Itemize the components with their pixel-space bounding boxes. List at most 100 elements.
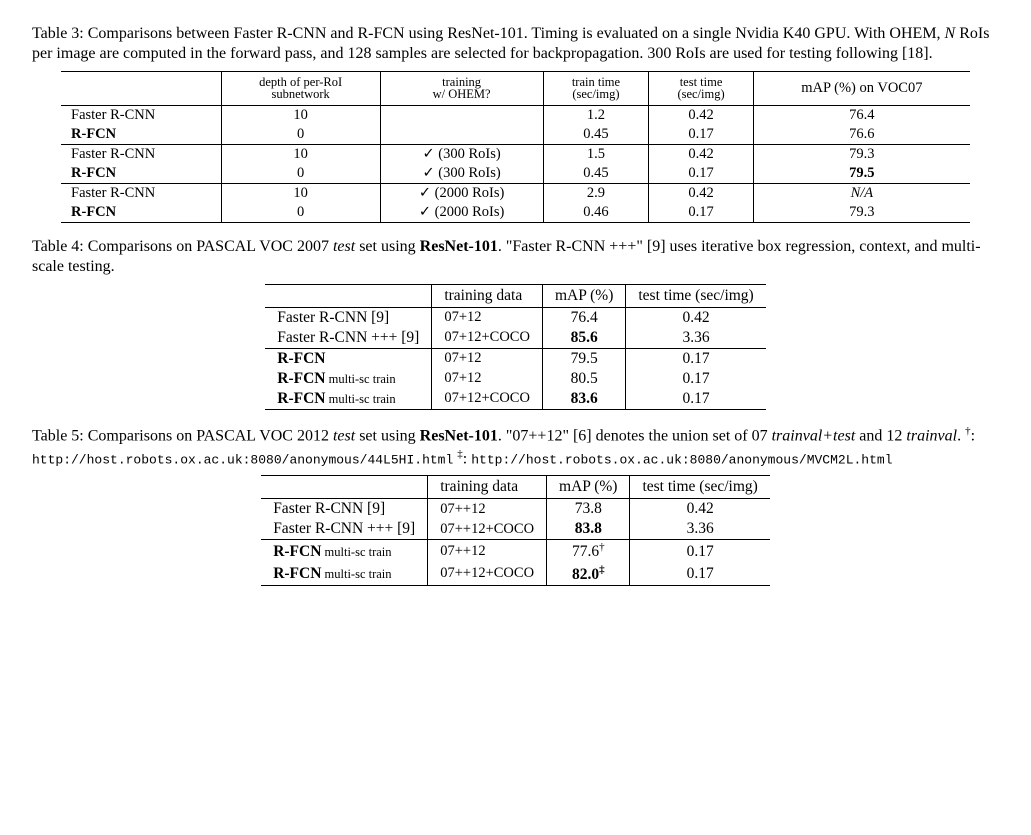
table3-col-test: test time(sec/img) (649, 71, 753, 105)
depth-cell: 10 (221, 105, 380, 125)
train-cell: 0.45 (543, 164, 649, 184)
table3-col-map: mAP (%) on VOC07 (753, 71, 970, 105)
table-row: Faster R-CNN +++ [9]07+12+COCO85.63.36 (265, 328, 765, 349)
map-cell: 79.5 (542, 348, 625, 369)
method-cell: R-FCN (61, 164, 221, 184)
table-row: Faster R-CNN [9]07++1273.80.42 (261, 499, 770, 520)
map-cell: N/A (753, 183, 970, 203)
table3-caption: Table 3: Comparisons between Faster R-CN… (32, 24, 999, 65)
train-cell: 1.2 (543, 105, 649, 125)
table5-col-time: test time (sec/img) (630, 476, 770, 499)
depth-cell: 0 (221, 203, 380, 223)
table4-col-method (265, 284, 432, 307)
time-cell: 0.17 (626, 369, 766, 389)
map-cell: 85.6 (542, 328, 625, 349)
train-cell: 07+12 (432, 369, 543, 389)
method-cell: Faster R-CNN (61, 183, 221, 203)
method-cell: R-FCN (61, 125, 221, 145)
train-cell: 07+12+COCO (432, 328, 543, 349)
time-cell: 0.17 (630, 540, 770, 563)
depth-cell: 0 (221, 125, 380, 145)
table-row: Faster R-CNN10 1.20.4276.4 (61, 105, 970, 125)
test-cell: 0.17 (649, 203, 753, 223)
table-row: R-FCN00.450.1776.6 (61, 125, 970, 145)
table4-col-time: test time (sec/img) (626, 284, 766, 307)
map-cell: 76.4 (542, 307, 625, 328)
map-cell: 77.6† (547, 540, 630, 563)
table3-col-method (61, 71, 221, 105)
train-cell: 07++12 (428, 499, 547, 520)
table4: training data mAP (%) test time (sec/img… (265, 284, 765, 410)
ohem-cell: ✓ (300 RoIs) (380, 144, 543, 164)
table-row: R-FCN multi-sc train07+1280.50.17 (265, 369, 765, 389)
time-cell: 3.36 (626, 328, 766, 349)
time-cell: 0.42 (630, 499, 770, 520)
time-cell: 0.17 (626, 389, 766, 410)
test-cell: 0.42 (649, 183, 753, 203)
table3-col-train: train time(sec/img) (543, 71, 649, 105)
map-cell: 83.6 (542, 389, 625, 410)
map-cell: 79.5 (753, 164, 970, 184)
table4-label: Table 4: (32, 238, 84, 255)
table-row: R-FCN multi-sc train07++12+COCO82.0‡0.17 (261, 563, 770, 586)
map-cell: 76.4 (753, 105, 970, 125)
table3-col-ohem: trainingw/ OHEM? (380, 71, 543, 105)
method-cell: Faster R-CNN [9] (261, 499, 428, 520)
map-cell: 79.3 (753, 203, 970, 223)
train-cell: 1.5 (543, 144, 649, 164)
map-cell: 80.5 (542, 369, 625, 389)
ohem-cell (380, 125, 543, 145)
table4-col-train: training data (432, 284, 543, 307)
method-cell: R-FCN multi-sc train (261, 540, 428, 563)
table-row: R-FCN0✓ (300 RoIs)0.450.1779.5 (61, 164, 970, 184)
table5-col-train: training data (428, 476, 547, 499)
table-row: Faster R-CNN [9]07+1276.40.42 (265, 307, 765, 328)
train-cell: 07++12 (428, 540, 547, 563)
depth-cell: 0 (221, 164, 380, 184)
table-row: R-FCN multi-sc train07+12+COCO83.60.17 (265, 389, 765, 410)
method-cell: Faster R-CNN [9] (265, 307, 432, 328)
table5-caption: Table 5: Comparisons on PASCAL VOC 2012 … (32, 424, 999, 470)
table3-col-depth: depth of per-RoIsubnetwork (221, 71, 380, 105)
test-cell: 0.17 (649, 164, 753, 184)
table5: training data mAP (%) test time (sec/img… (261, 475, 770, 585)
method-cell: Faster R-CNN (61, 105, 221, 125)
test-cell: 0.42 (649, 105, 753, 125)
train-cell: 07+12+COCO (432, 389, 543, 410)
train-cell: 07++12+COCO (428, 563, 547, 586)
train-cell: 0.46 (543, 203, 649, 223)
method-cell: Faster R-CNN +++ [9] (261, 519, 428, 540)
table-row: R-FCN multi-sc train07++1277.6†0.17 (261, 540, 770, 563)
table-row: R-FCN0✓ (2000 RoIs)0.460.1779.3 (61, 203, 970, 223)
train-cell: 2.9 (543, 183, 649, 203)
method-cell: R-FCN multi-sc train (265, 369, 432, 389)
map-cell: 73.8 (547, 499, 630, 520)
train-cell: 07+12 (432, 348, 543, 369)
map-cell: 76.6 (753, 125, 970, 145)
table5-url2: http://host.robots.ox.ac.uk:8080/anonymo… (471, 452, 892, 467)
method-cell: R-FCN (61, 203, 221, 223)
table5-col-method (261, 476, 428, 499)
ohem-cell: ✓ (300 RoIs) (380, 164, 543, 184)
train-cell: 07++12+COCO (428, 519, 547, 540)
table5-url1: http://host.robots.ox.ac.uk:8080/anonymo… (32, 452, 453, 467)
depth-cell: 10 (221, 183, 380, 203)
test-cell: 0.42 (649, 144, 753, 164)
method-cell: R-FCN (265, 348, 432, 369)
table-row: Faster R-CNN10✓ (2000 RoIs)2.90.42N/A (61, 183, 970, 203)
table-row: Faster R-CNN10✓ (300 RoIs)1.50.4279.3 (61, 144, 970, 164)
table5-label: Table 5: (32, 427, 84, 444)
method-cell: Faster R-CNN (61, 144, 221, 164)
table4-col-map: mAP (%) (542, 284, 625, 307)
table-row: Faster R-CNN +++ [9]07++12+COCO83.83.36 (261, 519, 770, 540)
method-cell: Faster R-CNN +++ [9] (265, 328, 432, 349)
table4-caption: Table 4: Comparisons on PASCAL VOC 2007 … (32, 237, 999, 278)
table3-label: Table 3: (32, 25, 84, 42)
table3: depth of per-RoIsubnetwork trainingw/ OH… (61, 71, 970, 223)
method-cell: R-FCN multi-sc train (265, 389, 432, 410)
time-cell: 0.42 (626, 307, 766, 328)
ohem-cell (380, 105, 543, 125)
time-cell: 0.17 (626, 348, 766, 369)
time-cell: 3.36 (630, 519, 770, 540)
map-cell: 83.8 (547, 519, 630, 540)
